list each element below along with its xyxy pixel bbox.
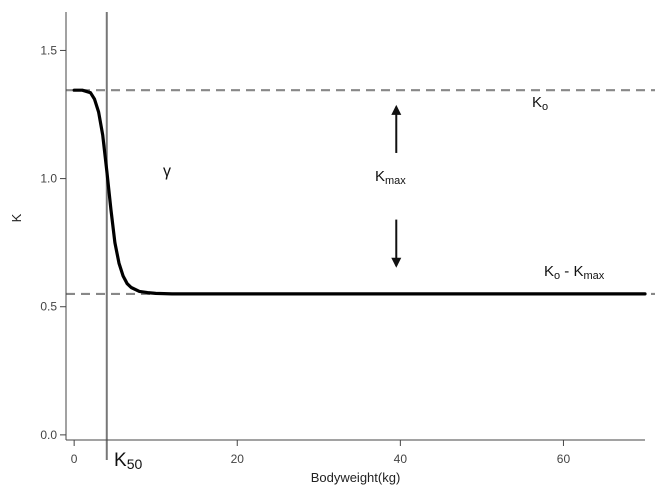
k50-label: K50 (114, 450, 142, 472)
x-axis-title: Bodyweight(kg) (311, 470, 401, 485)
y-tick-label: 1.0 (40, 172, 57, 186)
arrow-down-head (391, 257, 402, 268)
k0-label: Ko (532, 94, 548, 113)
y-axis-title: K (9, 213, 24, 222)
k0-minus-kmax-label: Ko - Kmax (544, 263, 605, 282)
arrows (391, 104, 402, 268)
x-tick-label: 60 (557, 452, 571, 466)
y-tick-label: 0.0 (40, 428, 57, 442)
x-tick-label: 40 (394, 452, 408, 466)
kmax-label: Kmax (375, 168, 406, 187)
gamma-label: γ (163, 163, 171, 180)
axes: 0 20 40 60 0.0 0.5 1.0 1.5 (40, 12, 645, 466)
arrow-up-head (391, 104, 402, 115)
reference-lines (66, 12, 655, 460)
series-layer (72, 88, 647, 296)
x-tick-label: 0 (71, 452, 78, 466)
x-tick-label: 20 (231, 452, 245, 466)
y-tick-label: 0.5 (40, 300, 57, 314)
y-tick-label: 1.5 (40, 43, 57, 57)
curve-line (72, 88, 647, 296)
